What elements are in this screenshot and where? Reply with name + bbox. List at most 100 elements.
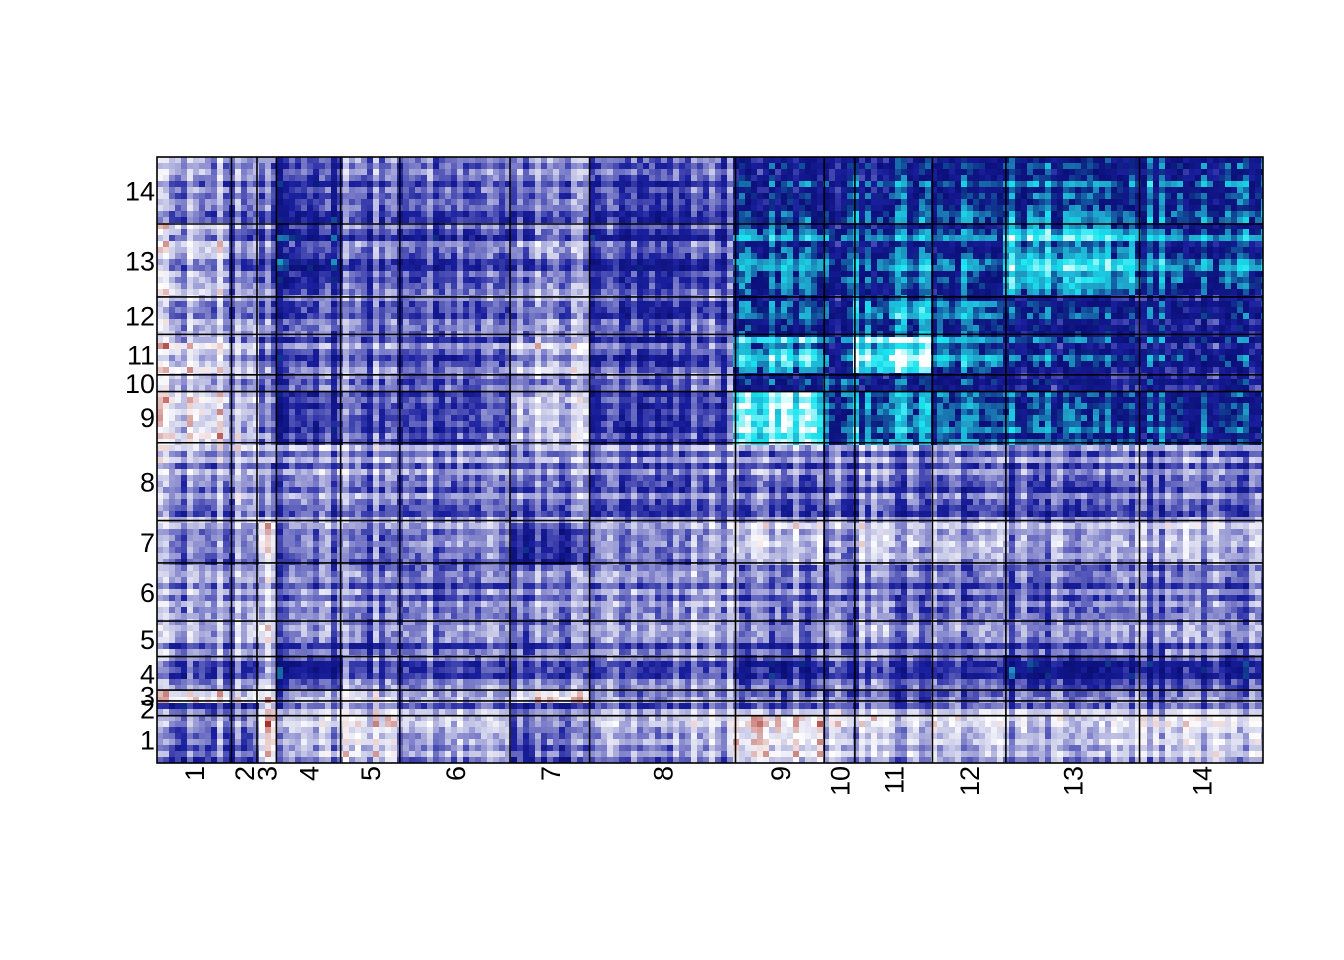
heatmap-cell: [571, 187, 578, 194]
heatmap-cell: [823, 247, 830, 254]
heatmap-cell: [1243, 175, 1250, 182]
heatmap-cell: [763, 235, 770, 242]
heatmap-cell: [523, 223, 530, 230]
heatmap-cell: [685, 283, 692, 290]
heatmap-cell: [529, 163, 536, 170]
heatmap-cell: [319, 193, 326, 200]
heatmap-cell: [661, 229, 668, 236]
heatmap-cell: [385, 157, 392, 164]
heatmap-cell: [811, 175, 818, 182]
heatmap-cell: [949, 277, 956, 284]
heatmap-cell: [1123, 187, 1130, 194]
heatmap-cell: [859, 163, 866, 170]
heatmap-cell: [967, 301, 974, 308]
heatmap-cell: [745, 223, 752, 230]
heatmap-cell: [457, 253, 464, 260]
heatmap-cell: [451, 157, 458, 164]
heatmap-cell: [913, 181, 920, 188]
heatmap-cell: [517, 175, 524, 182]
heatmap-cell: [199, 217, 206, 224]
heatmap-cell: [1069, 205, 1076, 212]
heatmap-cell: [955, 277, 962, 284]
heatmap-cell: [769, 241, 776, 248]
heatmap-cell: [1165, 247, 1172, 254]
heatmap-cell: [283, 307, 290, 314]
heatmap-cell: [853, 211, 860, 218]
heatmap-cell: [829, 277, 836, 284]
heatmap-cell: [241, 289, 248, 296]
heatmap-cell: [307, 187, 314, 194]
heatmap-cell: [805, 301, 812, 308]
heatmap-cell: [775, 163, 782, 170]
heatmap-cell: [607, 193, 614, 200]
heatmap-cell: [799, 283, 806, 290]
heatmap-cell: [745, 241, 752, 248]
heatmap-cell: [877, 235, 884, 242]
heatmap-cell: [199, 247, 206, 254]
heatmap-cell: [841, 283, 848, 290]
heatmap-cell: [919, 175, 926, 182]
heatmap-cell: [1213, 175, 1220, 182]
heatmap-cell: [883, 175, 890, 182]
heatmap-cell: [1261, 223, 1264, 230]
heatmap-cell: [481, 223, 488, 230]
heatmap-cell: [805, 169, 812, 176]
heatmap-cell: [655, 313, 662, 320]
heatmap-cell: [739, 241, 746, 248]
heatmap-cell: [709, 199, 716, 206]
heatmap-cell: [1237, 301, 1244, 308]
heatmap-cell: [439, 211, 446, 218]
heatmap-cell: [163, 319, 170, 326]
heatmap-cell: [709, 181, 716, 188]
heatmap-cell: [1081, 247, 1088, 254]
heatmap-cell: [841, 247, 848, 254]
heatmap-cell: [937, 277, 944, 284]
heatmap-cell: [1255, 247, 1262, 254]
heatmap-cell: [697, 259, 704, 266]
heatmap-cell: [577, 307, 584, 314]
heatmap-cell: [409, 187, 416, 194]
heatmap-cell: [829, 295, 836, 302]
heatmap-cell: [679, 181, 686, 188]
heatmap-cell: [235, 253, 242, 260]
heatmap-cell: [1033, 169, 1040, 176]
heatmap-cell: [697, 223, 704, 230]
heatmap-cell: [1039, 235, 1046, 242]
heatmap-cell: [283, 157, 290, 164]
heatmap-cell: [919, 295, 926, 302]
heatmap-cell: [655, 241, 662, 248]
heatmap-cell: [853, 241, 860, 248]
heatmap-cell: [1147, 169, 1154, 176]
heatmap-cell: [313, 301, 320, 308]
heatmap-cell: [433, 289, 440, 296]
heatmap-cell: [301, 187, 308, 194]
heatmap-cell: [1219, 187, 1226, 194]
heatmap-cell: [763, 247, 770, 254]
heatmap-cell: [211, 295, 218, 302]
heatmap-cell: [1123, 211, 1130, 218]
heatmap-cell: [1135, 289, 1142, 296]
heatmap-cell: [811, 199, 818, 206]
heatmap-cell: [403, 247, 410, 254]
heatmap-cell: [955, 241, 962, 248]
heatmap-cell: [1033, 307, 1040, 314]
heatmap-cell: [511, 283, 518, 290]
heatmap-cell: [619, 247, 626, 254]
heatmap-cell: [931, 157, 938, 164]
heatmap-cell: [283, 199, 290, 206]
heatmap-cell: [997, 199, 1004, 206]
heatmap-cell: [433, 163, 440, 170]
heatmap-cell: [847, 169, 854, 176]
heatmap-cell: [325, 169, 332, 176]
heatmap-cell: [667, 181, 674, 188]
heatmap-cell: [1069, 175, 1076, 182]
heatmap-cell: [961, 241, 968, 248]
heatmap-cell: [847, 157, 854, 164]
heatmap-cell: [823, 169, 830, 176]
heatmap-cell: [679, 163, 686, 170]
heatmap-cell: [379, 217, 386, 224]
heatmap-cell: [559, 157, 566, 164]
heatmap-cell: [1021, 175, 1028, 182]
heatmap-cell: [811, 181, 818, 188]
heatmap-cell: [829, 175, 836, 182]
